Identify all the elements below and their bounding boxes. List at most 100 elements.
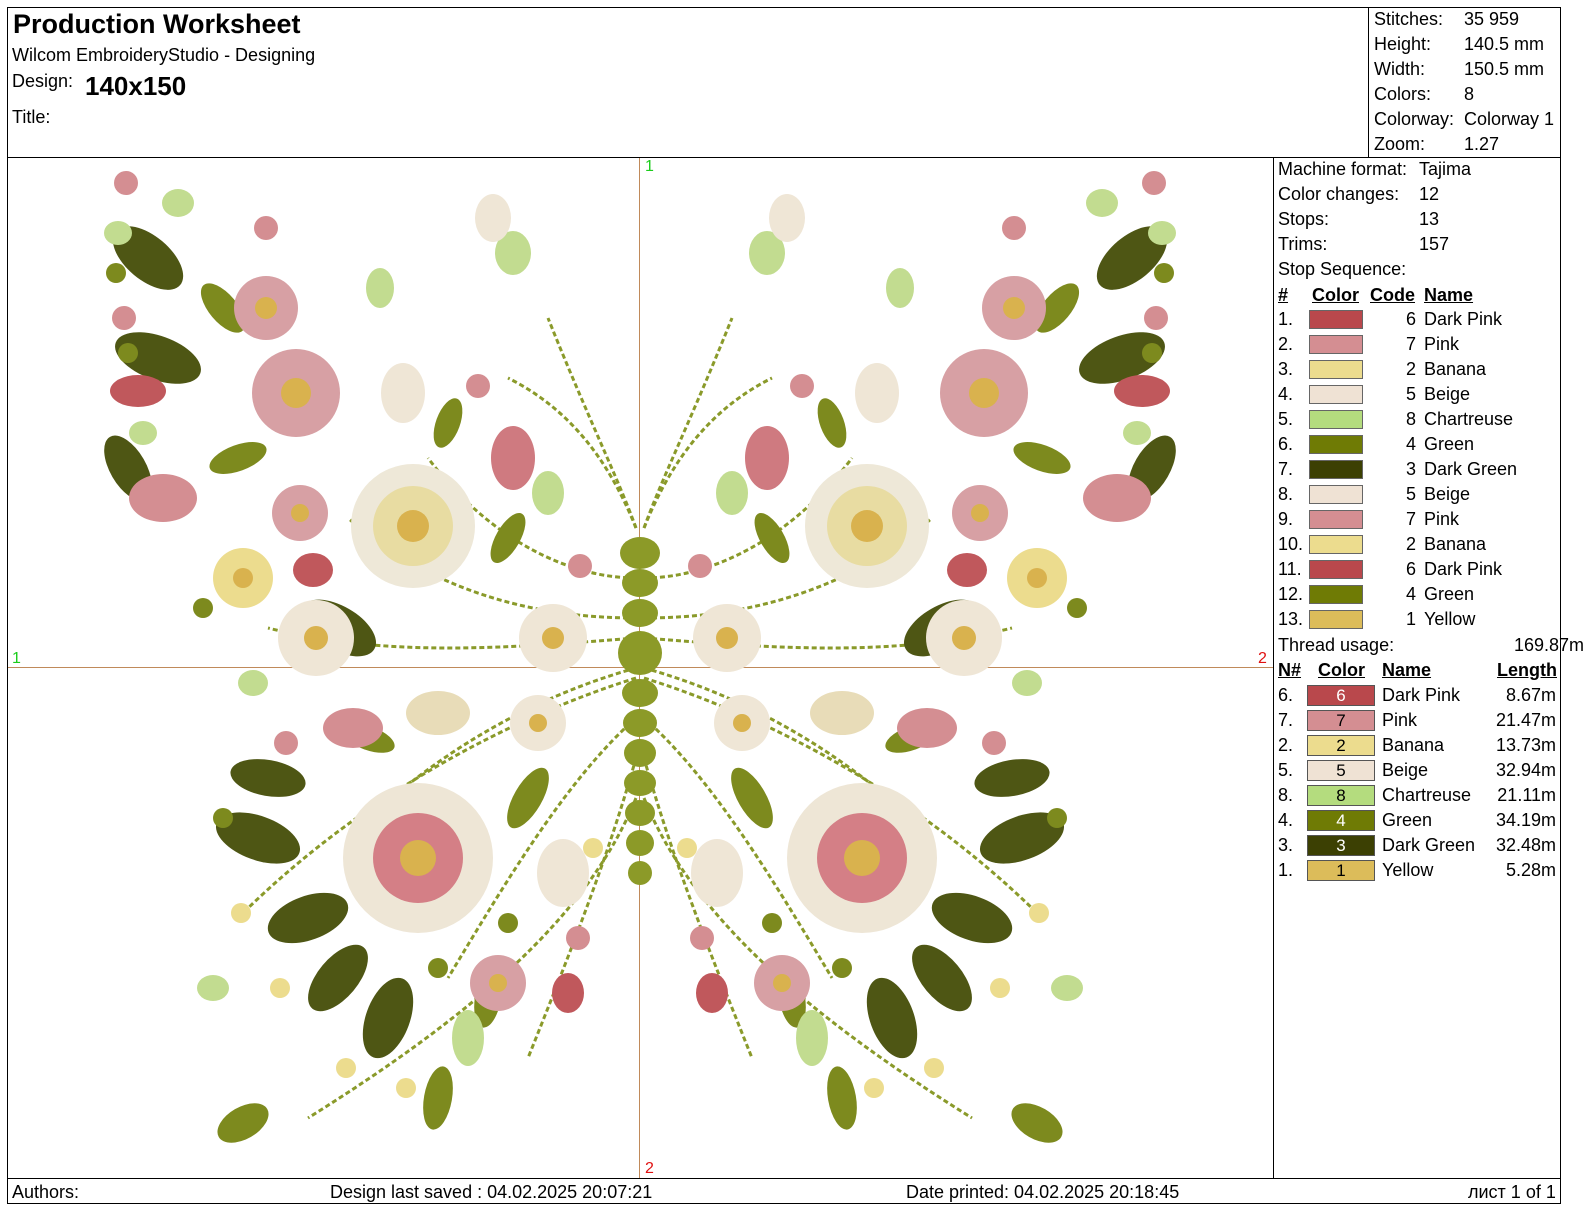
thread-name: Dark Pink	[1382, 685, 1461, 705]
stop-num: 9.	[1278, 509, 1294, 529]
stop-num: 2.	[1278, 334, 1294, 354]
stop-name: Yellow	[1424, 609, 1476, 629]
stop-num: 8.	[1278, 484, 1294, 504]
footer-saved: Design last saved : 04.02.2025 20:07:21	[330, 1182, 653, 1202]
stop-header-name: Name	[1424, 285, 1474, 305]
title-label: Title:	[12, 107, 51, 127]
stop-name: Dark Pink	[1424, 559, 1503, 579]
machine-value: Tajima	[1419, 159, 1472, 179]
thread-num: 8.	[1278, 785, 1294, 805]
stat-value: 140.5 mm	[1464, 34, 1545, 54]
thread-name: Green	[1382, 810, 1433, 830]
stop-code: 8	[1405, 409, 1416, 429]
stop-name: Banana	[1424, 359, 1487, 379]
thread-name: Chartreuse	[1382, 785, 1472, 805]
footer-printed: Date printed: 04.02.2025 20:18:45	[906, 1182, 1180, 1202]
stop-code: 7	[1405, 509, 1416, 529]
thread-color-swatch: 1	[1307, 860, 1375, 881]
butterfly-embroidery-design	[92, 169, 1188, 1153]
stop-name: Beige	[1424, 384, 1471, 404]
stat-label: Stitches:	[1374, 9, 1444, 29]
stop-sequence-label: Stop Sequence:	[1278, 259, 1407, 279]
stat-value: 1.27	[1464, 134, 1500, 154]
stop-header-num: #	[1278, 285, 1289, 305]
thread-color-swatch: 5	[1307, 760, 1375, 781]
thread-num: 6.	[1278, 685, 1294, 705]
stop-color-swatch	[1309, 535, 1363, 554]
marker-right: 2	[1258, 650, 1267, 667]
thread-color-swatch: 7	[1307, 710, 1375, 731]
stop-code: 5	[1405, 384, 1416, 404]
machine-label: Stops:	[1278, 209, 1330, 229]
stop-color-swatch	[1309, 360, 1363, 379]
stop-code: 2	[1405, 534, 1416, 554]
stop-name: Pink	[1424, 509, 1460, 529]
stop-num: 4.	[1278, 384, 1294, 404]
stop-num: 13.	[1278, 609, 1304, 629]
stat-label: Width:	[1374, 59, 1426, 79]
thread-num: 5.	[1278, 760, 1294, 780]
stat-value: 150.5 mm	[1464, 59, 1545, 79]
thread-color-swatch: 8	[1307, 785, 1375, 806]
thread-name: Dark Green	[1382, 835, 1476, 855]
stop-code: 3	[1405, 459, 1416, 479]
stop-name: Chartreuse	[1424, 409, 1514, 429]
page-title: Production Worksheet	[13, 9, 301, 39]
machine-label: Color changes:	[1278, 184, 1400, 204]
stat-label: Colorway:	[1374, 109, 1455, 129]
thread-num: 2.	[1278, 735, 1294, 755]
thread-length: 13.73m	[1495, 735, 1556, 755]
stat-value: 8	[1464, 84, 1475, 104]
thread-usage-total: 169.87m	[1514, 635, 1584, 655]
stop-color-swatch	[1309, 585, 1363, 604]
thread-color-swatch: 3	[1307, 835, 1375, 856]
thread-name: Banana	[1382, 735, 1445, 755]
stop-color-swatch	[1309, 560, 1363, 579]
stop-num: 3.	[1278, 359, 1294, 379]
thread-color-swatch: 6	[1307, 685, 1375, 706]
machine-label: Trims:	[1278, 234, 1328, 254]
stop-color-swatch	[1309, 610, 1363, 629]
stop-num: 6.	[1278, 434, 1294, 454]
stop-name: Dark Green	[1424, 459, 1518, 479]
design-value: 140x150	[85, 71, 187, 101]
thread-length: 21.11m	[1497, 785, 1556, 805]
thread-num: 7.	[1278, 710, 1294, 730]
stop-name: Green	[1424, 584, 1475, 604]
thread-length: 21.47m	[1495, 710, 1556, 730]
stat-value: Colorway 1	[1464, 109, 1555, 129]
thread-num: 4.	[1278, 810, 1294, 830]
stop-name: Pink	[1424, 334, 1460, 354]
stop-code: 6	[1405, 559, 1416, 579]
stop-code: 4	[1405, 434, 1416, 454]
thread-length: 32.48m	[1495, 835, 1556, 855]
marker-bottom: 2	[645, 1160, 654, 1177]
thread-header-length: Length	[1497, 660, 1557, 680]
thread-color-swatch: 4	[1307, 810, 1375, 831]
thread-length: 34.19m	[1495, 810, 1556, 830]
stop-color-swatch	[1309, 385, 1363, 404]
machine-value: 157	[1419, 234, 1450, 254]
stop-color-swatch	[1309, 460, 1363, 479]
stop-color-swatch	[1309, 310, 1363, 329]
stop-num: 1.	[1278, 309, 1294, 329]
stop-name: Beige	[1424, 484, 1471, 504]
stop-color-swatch	[1309, 335, 1363, 354]
thread-name: Yellow	[1382, 860, 1434, 880]
thread-num: 1.	[1278, 860, 1294, 880]
stop-color-swatch	[1309, 510, 1363, 529]
app-name: Wilcom EmbroideryStudio - Designing	[12, 45, 316, 65]
stop-header-code: Code	[1370, 285, 1415, 305]
footer-frame	[7, 1178, 1561, 1204]
stop-name: Dark Pink	[1424, 309, 1503, 329]
machine-value: 12	[1419, 184, 1440, 204]
stat-value: 35 959	[1464, 9, 1520, 29]
footer-authors: Authors:	[12, 1182, 80, 1202]
stat-label: Colors:	[1374, 84, 1432, 104]
stop-color-swatch	[1309, 410, 1363, 429]
stop-header-color: Color	[1312, 285, 1359, 305]
thread-num: 3.	[1278, 835, 1294, 855]
stop-code: 5	[1405, 484, 1416, 504]
thread-name: Beige	[1382, 760, 1429, 780]
stop-num: 12.	[1278, 584, 1304, 604]
